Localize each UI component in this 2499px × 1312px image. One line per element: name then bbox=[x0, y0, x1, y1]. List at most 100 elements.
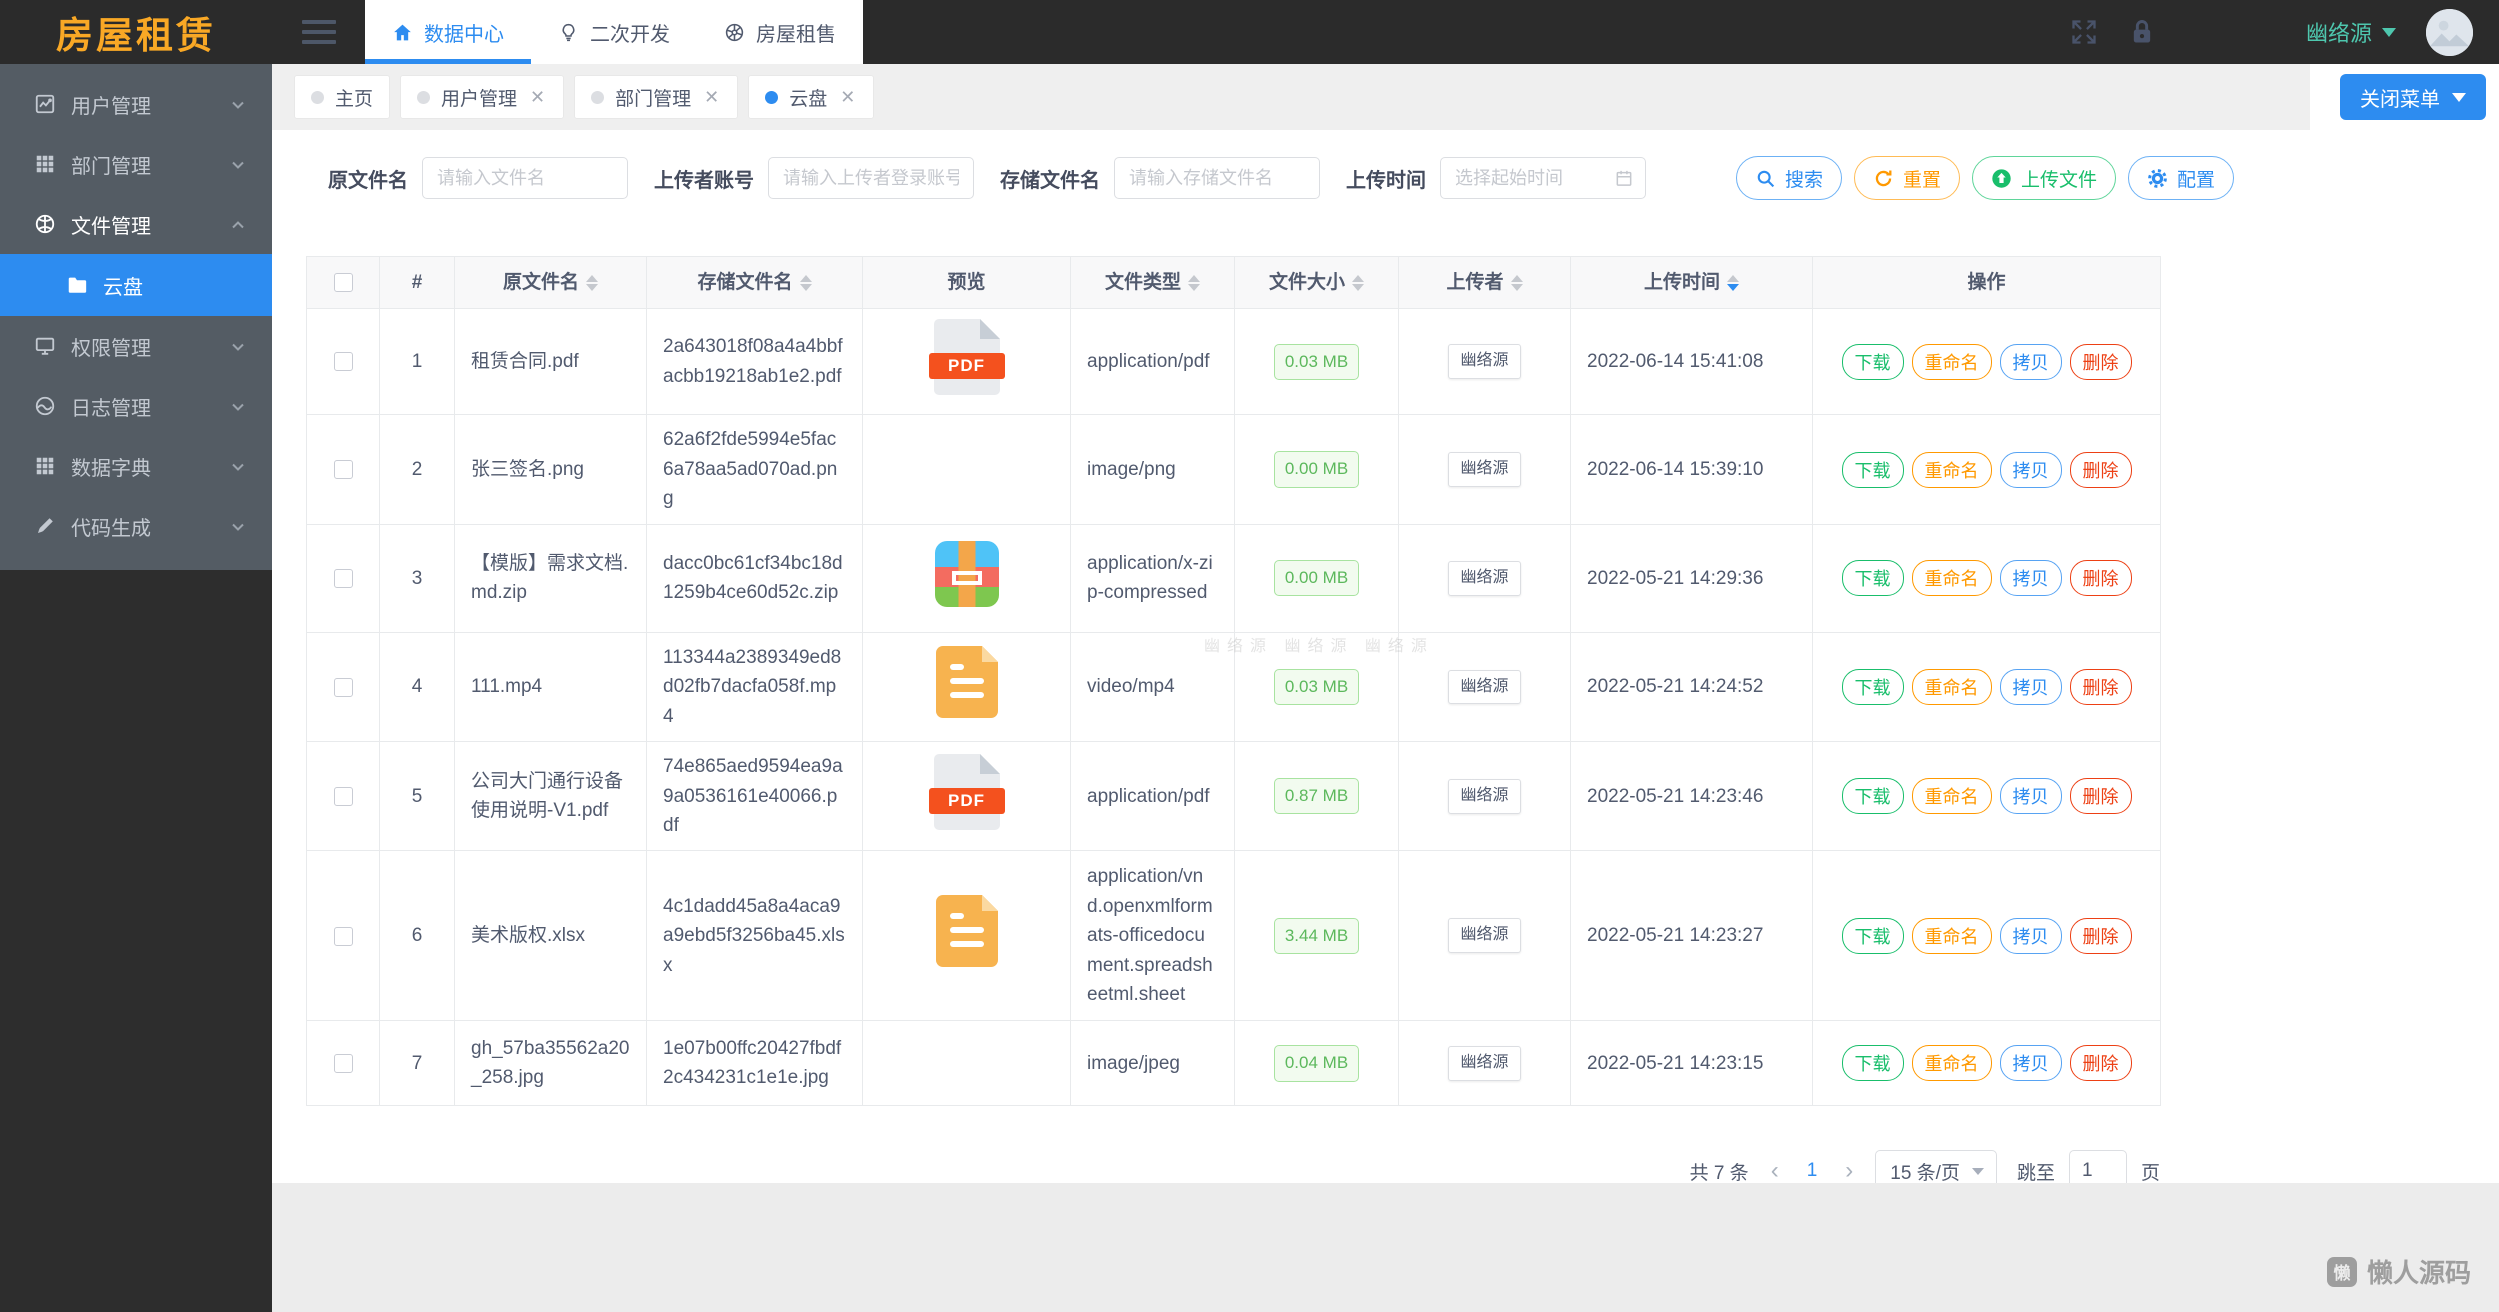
action-拷贝[interactable]: 拷贝 bbox=[1999, 778, 2062, 815]
fullscreen-icon[interactable] bbox=[2070, 18, 2098, 46]
tab-云盘[interactable]: 云盘 ✕ bbox=[748, 75, 875, 119]
user-menu[interactable]: 幽络源 bbox=[2306, 16, 2396, 48]
prev-page-button[interactable]: ‹ bbox=[1770, 1157, 1779, 1185]
pagination-total: 共 7 条 bbox=[1689, 1162, 1749, 1184]
action-下载[interactable]: 下载 bbox=[1841, 343, 1904, 380]
upload-time: 2022-05-21 14:29:36 bbox=[1570, 523, 1813, 633]
col-header-type[interactable]: 文件类型 bbox=[1070, 256, 1235, 309]
sidebar-item-users[interactable]: 用户管理 bbox=[0, 74, 272, 134]
action-删除[interactable]: 删除 bbox=[2069, 451, 2132, 488]
sidebar-item-label: 云盘 bbox=[103, 276, 143, 299]
stored-filename-input[interactable] bbox=[1114, 157, 1320, 199]
action-拷贝[interactable]: 拷贝 bbox=[1999, 917, 2062, 954]
action-拷贝[interactable]: 拷贝 bbox=[1999, 560, 2062, 597]
nav-item-二次开发[interactable]: 二次开发 bbox=[531, 0, 697, 64]
tab-主页[interactable]: 主页 bbox=[294, 75, 391, 119]
sort-carets-icon[interactable] bbox=[1188, 274, 1200, 291]
close-icon[interactable]: ✕ bbox=[704, 87, 720, 107]
row-checkbox[interactable] bbox=[333, 460, 353, 480]
action-下载[interactable]: 下载 bbox=[1841, 668, 1904, 705]
search-button[interactable]: 搜索 bbox=[1736, 156, 1843, 200]
sidebar-item-dictionary[interactable]: 数据字典 bbox=[0, 436, 272, 496]
original-filename-input[interactable] bbox=[422, 157, 628, 199]
action-删除[interactable]: 删除 bbox=[2069, 668, 2132, 705]
chevron-down-icon bbox=[2382, 27, 2396, 37]
sidebar-item-departments[interactable]: 部门管理 bbox=[0, 134, 272, 194]
col-header-uploader[interactable]: 上传者 bbox=[1398, 256, 1571, 309]
close-icon[interactable]: ✕ bbox=[530, 87, 546, 107]
action-删除[interactable]: 删除 bbox=[2069, 343, 2132, 380]
reset-button[interactable]: 重置 bbox=[1854, 156, 1961, 200]
sidebar: 用户管理 部门管理 文件管理云盘权限管理 日志管理 数据字典 代码生成 bbox=[0, 64, 272, 1312]
action-重命名[interactable]: 重命名 bbox=[1911, 451, 1992, 488]
file-size-badge: 0.00 MB bbox=[1273, 451, 1360, 488]
sort-carets-icon[interactable] bbox=[799, 274, 812, 291]
row-index: 4 bbox=[379, 631, 455, 743]
filter-label-uploader-account: 上传者账号 bbox=[654, 169, 754, 192]
table-row: 4 111.mp4 113344a2389349ed8d02fb7dacfa058f… bbox=[306, 631, 2161, 743]
action-下载[interactable]: 下载 bbox=[1841, 560, 1904, 597]
config-button[interactable]: 配置 bbox=[2128, 156, 2235, 200]
row-checkbox[interactable] bbox=[333, 786, 353, 806]
action-重命名[interactable]: 重命名 bbox=[1911, 668, 1992, 705]
action-拷贝[interactable]: 拷贝 bbox=[1999, 343, 2062, 380]
action-删除[interactable]: 删除 bbox=[2069, 1045, 2132, 1082]
row-checkbox[interactable] bbox=[333, 352, 353, 372]
nav-item-房屋租售[interactable]: 房屋租售 bbox=[697, 0, 863, 64]
action-重命名[interactable]: 重命名 bbox=[1911, 1045, 1992, 1082]
sidebar-item-logs[interactable]: 日志管理 bbox=[0, 376, 272, 436]
uploader-account-input[interactable] bbox=[768, 157, 974, 199]
sidebar-item-files[interactable]: 文件管理 bbox=[0, 194, 272, 254]
action-重命名[interactable]: 重命名 bbox=[1911, 917, 1992, 954]
row-checkbox[interactable] bbox=[333, 569, 353, 589]
filter-input-wrap bbox=[422, 157, 628, 199]
action-拷贝[interactable]: 拷贝 bbox=[1999, 451, 2062, 488]
stored-filename: 74e865aed9594ea9a9a0536161e40066.pdf bbox=[646, 741, 863, 852]
row-checkbox[interactable] bbox=[333, 677, 353, 697]
close-icon[interactable]: ✕ bbox=[840, 87, 856, 107]
nav-item-数据中心[interactable]: 数据中心 bbox=[365, 0, 531, 64]
action-下载[interactable]: 下载 bbox=[1841, 451, 1904, 488]
lock-icon[interactable] bbox=[2128, 18, 2156, 46]
tabs-container: 主页 用户管理 ✕ 部门管理 ✕ 云盘 ✕ bbox=[294, 75, 875, 119]
action-删除[interactable]: 删除 bbox=[2069, 778, 2132, 815]
sidebar-item-permissions[interactable]: 权限管理 bbox=[0, 316, 272, 376]
select-all-checkbox[interactable] bbox=[333, 273, 353, 293]
action-重命名[interactable]: 重命名 bbox=[1911, 560, 1992, 597]
tab-用户管理[interactable]: 用户管理 ✕ bbox=[400, 75, 565, 119]
sort-carets-icon[interactable] bbox=[1352, 274, 1364, 291]
action-下载[interactable]: 下载 bbox=[1841, 1045, 1904, 1082]
close-menu-button[interactable]: 关闭菜单 bbox=[2340, 74, 2486, 120]
filter-fields: 原文件名 上传者账号 存储文件名 上传时间 bbox=[328, 157, 1672, 199]
avatar[interactable] bbox=[2426, 8, 2473, 56]
action-下载[interactable]: 下载 bbox=[1841, 778, 1904, 815]
upload-button[interactable]: 上传文件 bbox=[1972, 156, 2117, 200]
action-拷贝[interactable]: 拷贝 bbox=[1999, 1045, 2062, 1082]
next-page-button[interactable]: › bbox=[1845, 1157, 1854, 1185]
hamburger-menu-icon[interactable] bbox=[272, 0, 365, 64]
sidebar-item-cloud-disk[interactable]: 云盘 bbox=[0, 254, 272, 316]
tabbar-right: 关闭菜单 bbox=[2310, 64, 2499, 130]
row-checkbox[interactable] bbox=[333, 926, 353, 946]
stored-filename: 62a6f2fde5994e5fac6a78aa5ad070ad.png bbox=[646, 414, 863, 525]
uploader-tag: 幽络源 bbox=[1448, 344, 1521, 380]
action-拷贝[interactable]: 拷贝 bbox=[1999, 668, 2062, 705]
col-header-time[interactable]: 上传时间 bbox=[1570, 256, 1813, 309]
tab-部门管理[interactable]: 部门管理 ✕ bbox=[574, 75, 739, 119]
row-checkbox[interactable] bbox=[333, 1054, 353, 1074]
col-header-stored[interactable]: 存储文件名 bbox=[646, 256, 863, 309]
upload-time-input[interactable] bbox=[1440, 157, 1646, 199]
sidebar-item-codegen[interactable]: 代码生成 bbox=[0, 496, 272, 556]
col-header-idx: # bbox=[379, 256, 455, 309]
action-重命名[interactable]: 重命名 bbox=[1911, 343, 1992, 380]
sort-carets-icon[interactable] bbox=[586, 274, 598, 291]
col-header-size[interactable]: 文件大小 bbox=[1234, 256, 1399, 309]
sort-carets-icon[interactable] bbox=[1510, 274, 1523, 291]
page-number[interactable]: 1 bbox=[1806, 1160, 1818, 1182]
action-重命名[interactable]: 重命名 bbox=[1911, 778, 1992, 815]
action-删除[interactable]: 删除 bbox=[2069, 917, 2132, 954]
sort-carets-icon[interactable] bbox=[1727, 274, 1739, 291]
action-删除[interactable]: 删除 bbox=[2069, 560, 2132, 597]
col-header-name[interactable]: 原文件名 bbox=[454, 256, 647, 309]
action-下载[interactable]: 下载 bbox=[1841, 917, 1904, 954]
